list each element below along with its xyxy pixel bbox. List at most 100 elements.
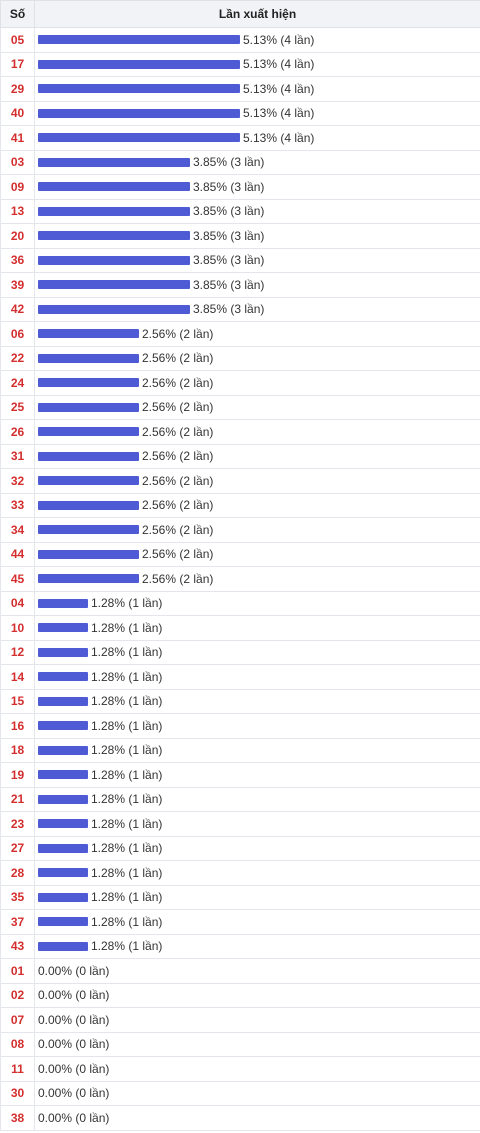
frequency-label: 0.00% (0 lần) <box>38 988 110 1003</box>
row-bar-cell: 3.85% (3 lần) <box>34 174 480 200</box>
table-row: 01 0.00% (0 lần) <box>0 958 480 984</box>
table-row: 35 1.28% (1 lần) <box>0 884 480 910</box>
frequency-label: 3.85% (3 lần) <box>193 155 265 170</box>
table-row: 06 2.56% (2 lần) <box>0 321 480 347</box>
row-number: 27 <box>0 835 35 861</box>
table-row: 28 1.28% (1 lần) <box>0 860 480 886</box>
frequency-bar <box>38 598 88 608</box>
table-row: 14 1.28% (1 lần) <box>0 664 480 690</box>
table-row: 15 1.28% (1 lần) <box>0 688 480 714</box>
row-number: 40 <box>0 100 35 126</box>
row-number: 44 <box>0 541 35 567</box>
frequency-bar <box>38 280 190 290</box>
row-bar-cell: 2.56% (2 lần) <box>34 443 480 469</box>
frequency-label: 2.56% (2 lần) <box>142 326 214 341</box>
row-bar-cell: 3.85% (3 lần) <box>34 149 480 175</box>
row-number: 22 <box>0 345 35 371</box>
row-number: 19 <box>0 762 35 788</box>
row-bar-cell: 2.56% (2 lần) <box>34 321 480 347</box>
table-row: 37 1.28% (1 lần) <box>0 909 480 935</box>
table-row: 41 5.13% (4 lần) <box>0 125 480 151</box>
row-number: 06 <box>0 321 35 347</box>
row-bar-cell: 2.56% (2 lần) <box>34 566 480 592</box>
table-row: 04 1.28% (1 lần) <box>0 590 480 616</box>
table-row: 40 5.13% (4 lần) <box>0 100 480 126</box>
frequency-bar <box>38 108 240 118</box>
frequency-bar <box>38 157 190 167</box>
row-number: 29 <box>0 76 35 102</box>
frequency-label: 0.00% (0 lần) <box>38 963 110 978</box>
row-number: 08 <box>0 1031 35 1057</box>
row-number: 10 <box>0 615 35 641</box>
table-row: 10 1.28% (1 lần) <box>0 615 480 641</box>
frequency-label: 2.56% (2 lần) <box>142 571 214 586</box>
row-number: 28 <box>0 860 35 886</box>
row-number: 31 <box>0 443 35 469</box>
frequency-label: 1.28% (1 lần) <box>91 816 163 831</box>
row-number: 36 <box>0 247 35 273</box>
row-number: 21 <box>0 786 35 812</box>
table-row: 38 0.00% (0 lần) <box>0 1105 480 1131</box>
row-number: 17 <box>0 51 35 77</box>
frequency-label: 2.56% (2 lần) <box>142 522 214 537</box>
table-row: 16 1.28% (1 lần) <box>0 713 480 739</box>
table-row: 42 3.85% (3 lần) <box>0 296 480 322</box>
frequency-label: 5.13% (4 lần) <box>243 106 315 121</box>
frequency-bar <box>38 672 88 682</box>
frequency-bar <box>38 745 88 755</box>
frequency-bar <box>38 770 88 780</box>
row-bar-cell: 2.56% (2 lần) <box>34 394 480 420</box>
row-bar-cell: 2.56% (2 lần) <box>34 517 480 543</box>
row-bar-cell: 2.56% (2 lần) <box>34 370 480 396</box>
table-row: 25 2.56% (2 lần) <box>0 394 480 420</box>
row-bar-cell: 2.56% (2 lần) <box>34 492 480 518</box>
row-number: 16 <box>0 713 35 739</box>
frequency-bar <box>38 843 88 853</box>
row-bar-cell: 5.13% (4 lần) <box>34 100 480 126</box>
row-bar-cell: 1.28% (1 lần) <box>34 811 480 837</box>
frequency-bar <box>38 35 240 45</box>
frequency-bar <box>38 647 88 657</box>
frequency-label: 1.28% (1 lần) <box>91 694 163 709</box>
frequency-bar <box>38 574 139 584</box>
row-number: 45 <box>0 566 35 592</box>
frequency-bar <box>38 255 190 265</box>
frequency-label: 5.13% (4 lần) <box>243 32 315 47</box>
frequency-bar <box>38 892 88 902</box>
frequency-label: 1.28% (1 lần) <box>91 792 163 807</box>
table-row: 33 2.56% (2 lần) <box>0 492 480 518</box>
row-number: 25 <box>0 394 35 420</box>
frequency-label: 3.85% (3 lần) <box>193 253 265 268</box>
table-row: 29 5.13% (4 lần) <box>0 76 480 102</box>
frequency-label: 1.28% (1 lần) <box>91 669 163 684</box>
row-number: 34 <box>0 517 35 543</box>
frequency-label: 1.28% (1 lần) <box>91 914 163 929</box>
table-row: 02 0.00% (0 lần) <box>0 982 480 1008</box>
table-row: 23 1.28% (1 lần) <box>0 811 480 837</box>
table-body: 05 5.13% (4 lần) 17 5.13% (4 lần) 29 5.13% (4… <box>0 27 480 1131</box>
frequency-label: 5.13% (4 lần) <box>243 57 315 72</box>
table-row: 18 1.28% (1 lần) <box>0 737 480 763</box>
frequency-label: 1.28% (1 lần) <box>91 596 163 611</box>
row-bar-cell: 3.85% (3 lần) <box>34 272 480 298</box>
frequency-label: 0.00% (0 lần) <box>38 1061 110 1076</box>
frequency-bar <box>38 941 88 951</box>
row-bar-cell: 2.56% (2 lần) <box>34 419 480 445</box>
row-bar-cell: 0.00% (0 lần) <box>34 1007 480 1033</box>
frequency-label: 1.28% (1 lần) <box>91 620 163 635</box>
row-number: 12 <box>0 639 35 665</box>
frequency-bar <box>38 231 190 241</box>
table-header-row: Số Lần xuất hiện <box>0 0 480 28</box>
frequency-bar <box>38 451 139 461</box>
row-number: 32 <box>0 468 35 494</box>
table-row: 43 1.28% (1 lần) <box>0 933 480 959</box>
row-bar-cell: 1.28% (1 lần) <box>34 737 480 763</box>
frequency-label: 3.85% (3 lần) <box>193 302 265 317</box>
row-bar-cell: 2.56% (2 lần) <box>34 541 480 567</box>
row-number: 14 <box>0 664 35 690</box>
row-bar-cell: 1.28% (1 lần) <box>34 639 480 665</box>
frequency-label: 2.56% (2 lần) <box>142 351 214 366</box>
table-row: 11 0.00% (0 lần) <box>0 1056 480 1082</box>
frequency-bar <box>38 84 240 94</box>
